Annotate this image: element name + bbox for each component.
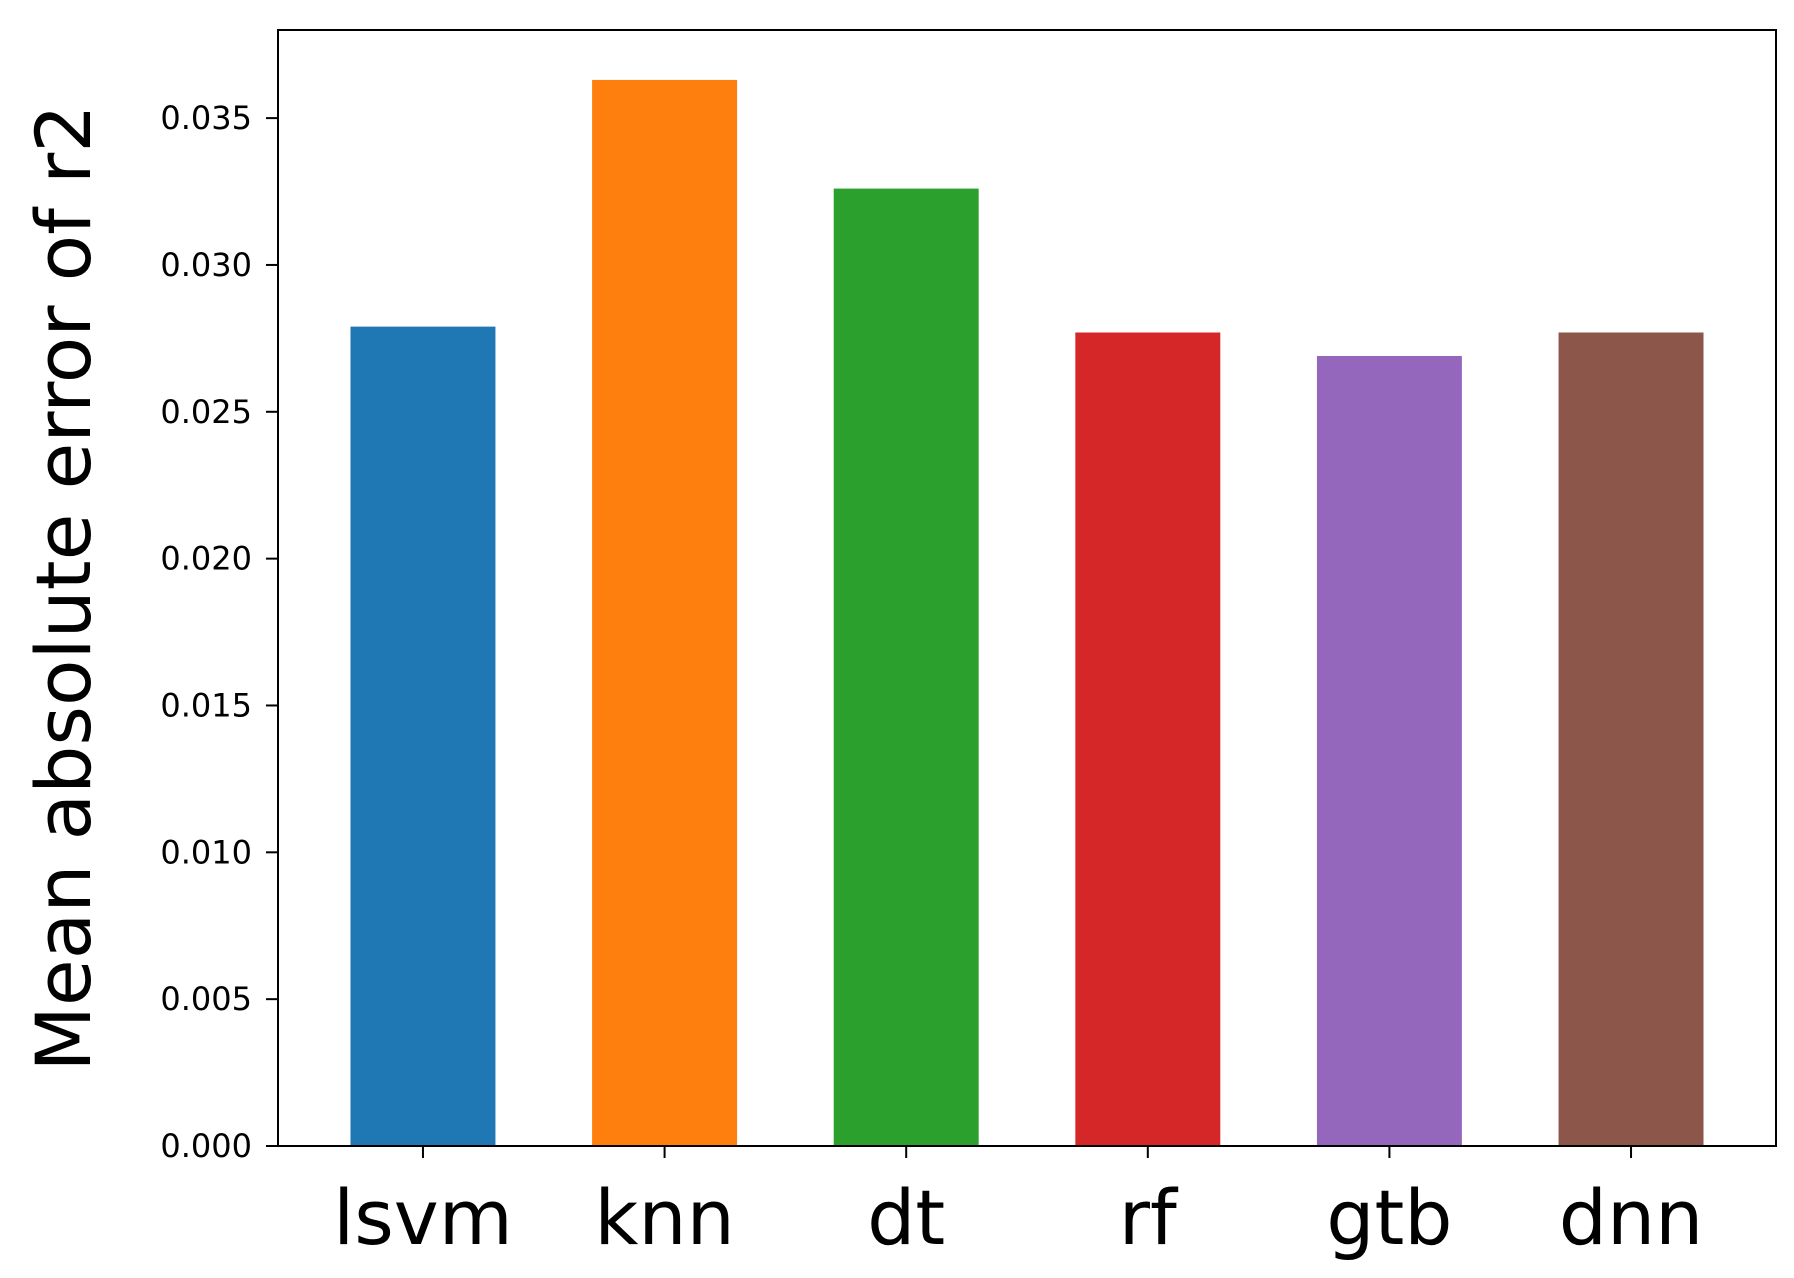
y-tick-label: 0.035 <box>160 99 252 137</box>
bar-dt <box>833 188 979 1146</box>
y-axis-label: Mean absolute error of r2 <box>19 104 108 1071</box>
y-tick-label: 0.015 <box>160 686 252 724</box>
bar-rf <box>1075 332 1221 1146</box>
x-tick-label: gtb <box>1326 1173 1452 1262</box>
y-tick-label: 0.005 <box>160 980 252 1018</box>
y-tick-label: 0.030 <box>160 246 252 284</box>
bar-dnn <box>1558 332 1704 1146</box>
x-tick-label: knn <box>594 1173 734 1262</box>
y-tick-label: 0.010 <box>160 833 252 871</box>
bar-gtb <box>1316 355 1462 1146</box>
x-tick-label: rf <box>1119 1173 1179 1262</box>
y-tick-label: 0.025 <box>160 393 252 431</box>
bars-group <box>350 79 1704 1147</box>
bar-lsvm <box>350 326 496 1146</box>
plot-frame <box>277 29 1777 1147</box>
bar-knn <box>592 79 738 1147</box>
x-tick-label: dt <box>867 1173 945 1262</box>
x-tick-label: lsvm <box>333 1173 513 1262</box>
y-tick-label: 0.000 <box>160 1127 252 1165</box>
y-tick-label: 0.020 <box>160 540 252 578</box>
x-tick-label: dnn <box>1559 1173 1704 1262</box>
x-axis-ticks: lsvm knn dt rf gtb dnn <box>333 1146 1703 1262</box>
y-axis-ticks: 0.000 0.005 0.010 0.015 0.020 0.025 0.030 0.035 <box>160 99 278 1165</box>
